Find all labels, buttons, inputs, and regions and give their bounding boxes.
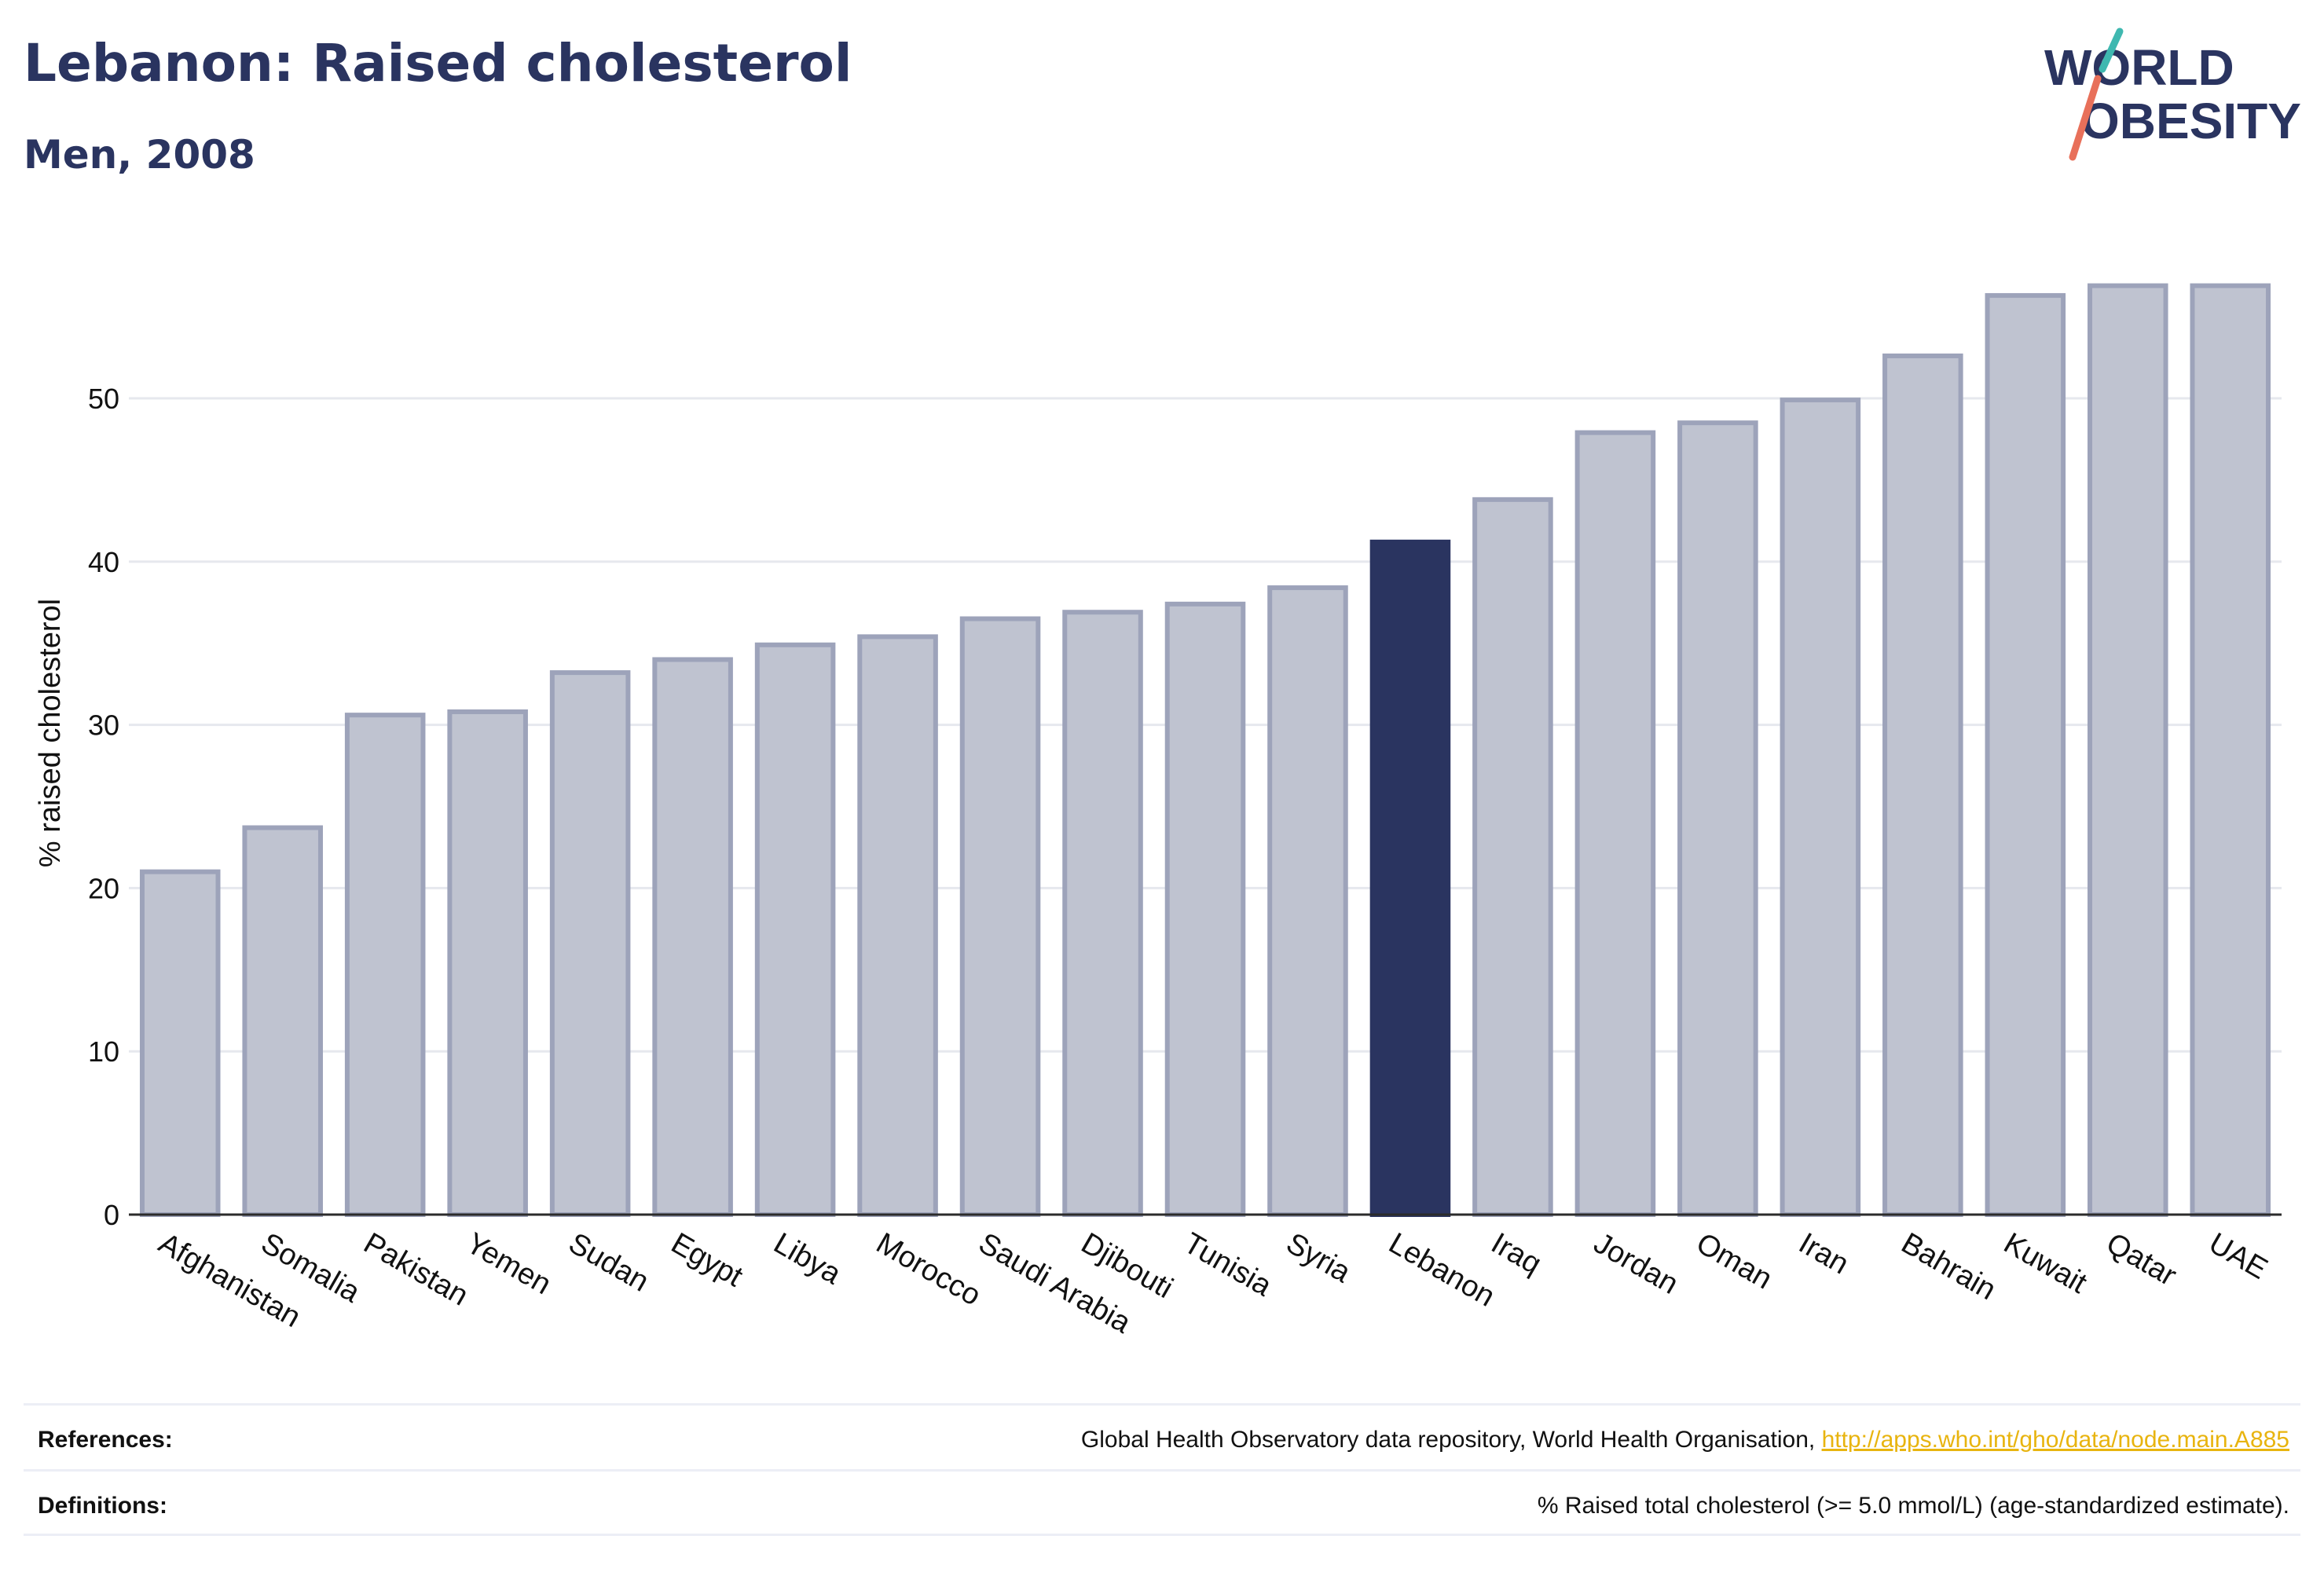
definitions-text: % Raised total cholesterol (>= 5.0 mmol/… [1537,1493,2289,1519]
x-tick-label: Morocco [871,1226,986,1312]
bar-oman[interactable] [1677,420,1758,1217]
x-tick-label: Bahrain [1896,1226,2001,1307]
bar-egypt[interactable] [652,657,733,1217]
x-tick-label: Iraq [1486,1226,1547,1281]
logo-text-line1: WORLD [2044,39,2234,96]
y-tick-label: 50 [88,383,119,415]
logo-slash-coral [2069,75,2102,161]
bar-saudi-arabia[interactable] [959,616,1041,1217]
x-tick-label: Yemen [460,1226,556,1301]
x-tick-label: Oman [1691,1226,1778,1296]
y-tick-label: 40 [88,546,119,578]
bar-pakistan[interactable] [344,713,426,1217]
page-title: Lebanon: Raised cholesterol [24,33,852,93]
y-tick-label: 30 [88,709,119,742]
bar-uae[interactable] [2190,283,2271,1217]
bar-chart: 0 10 20 30 40 50 AfghanistanSomaliaPakistanYe… [34,283,2282,1340]
bar-morocco[interactable] [857,634,938,1217]
x-tick-label: Syria [1281,1226,1357,1289]
page-subtitle: Men, 2008 [24,132,255,178]
bar-afghanistan[interactable] [139,869,221,1217]
y-tick-label: 20 [88,872,119,904]
footer-divider-bottom [24,1534,2300,1536]
bar-iraq[interactable] [1472,497,1553,1217]
x-tick-label: Iran [1793,1226,1854,1281]
footer-divider-middle [24,1469,2300,1472]
references-text: Global Health Observatory data repositor… [1081,1427,2289,1453]
x-tick-label: Tunisia [1178,1226,1278,1303]
world-obesity-logo: WORLD OBESITY [2044,27,2301,161]
references-link[interactable]: http://apps.who.int/gho/data/node.main.A… [1821,1427,2289,1453]
bar-somalia[interactable] [242,825,323,1218]
bar-djibouti[interactable] [1062,610,1143,1217]
bar-kuwait[interactable] [1985,293,2066,1217]
footer-divider-top [24,1403,2300,1406]
logo-slash-teal [2099,27,2124,73]
x-tick-label: Lebanon [1383,1226,1500,1313]
bar-lebanon[interactable] [1369,539,1451,1217]
x-tick-label: Egypt [665,1226,749,1293]
bar-qatar[interactable] [2088,283,2168,1217]
bar-yemen[interactable] [447,709,528,1217]
bar-bahrain[interactable] [1882,353,1963,1217]
bar-jordan[interactable] [1574,430,1656,1217]
bar-libya[interactable] [754,642,836,1217]
bar-syria[interactable] [1267,585,1348,1217]
x-tick-label: Sudan [563,1226,654,1298]
x-tick-label: Kuwait [1998,1226,2092,1300]
bar-iran[interactable] [1780,398,1861,1217]
y-tick-labels: 0 10 20 30 40 50 [88,383,119,1231]
bars [139,283,2271,1218]
bar-sudan[interactable] [549,670,631,1217]
bar-tunisia[interactable] [1164,601,1246,1217]
x-tick-label: Qatar [2101,1226,2183,1292]
y-axis-title: % raised cholesterol [34,599,67,867]
references-label: References: [38,1427,173,1453]
x-tick-label: Pakistan [358,1226,474,1312]
x-tick-label: Jordan [1588,1226,1684,1300]
x-tick-label: UAE [2203,1226,2273,1285]
logo-text-line2: OBESITY [2080,93,2301,149]
y-tick-label: 0 [104,1199,119,1231]
definitions-label: Definitions: [38,1493,167,1519]
y-tick-label: 10 [88,1035,119,1068]
references-source: Global Health Observatory data repositor… [1080,1427,1822,1453]
x-tick-label: Libya [768,1226,847,1291]
